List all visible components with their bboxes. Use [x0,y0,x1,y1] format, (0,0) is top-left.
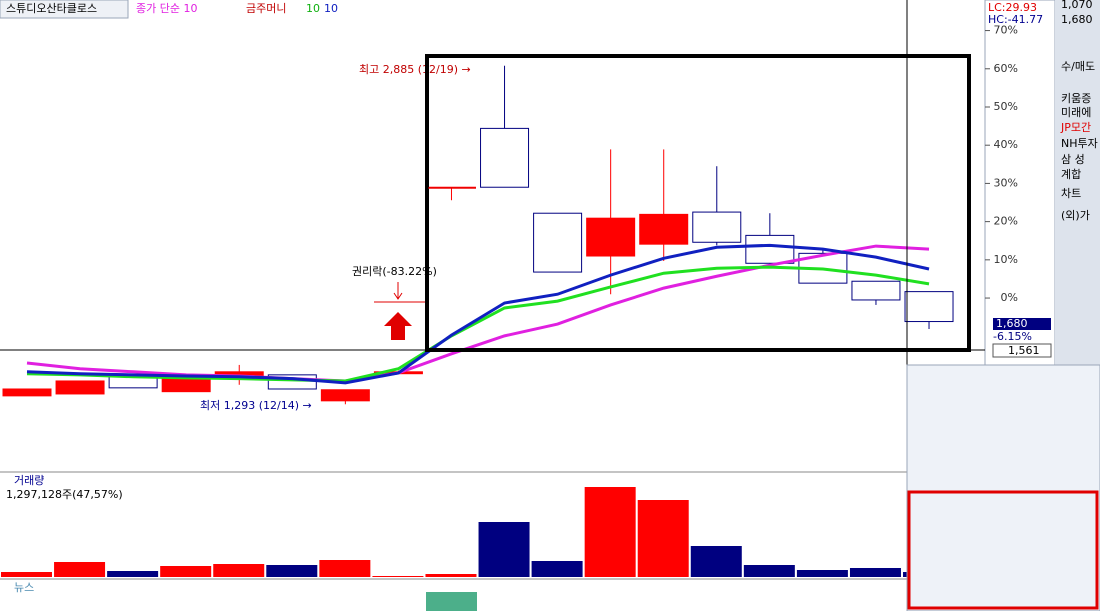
rights-arrow [384,312,412,340]
legend-entry: 10 [324,2,338,15]
volume-bar [849,567,901,577]
cursor-box [992,343,1052,358]
highlight-box [425,54,971,352]
price-label: 1,680 [996,317,1028,330]
y-tick-label: 10% [994,253,1018,266]
candle-body [480,127,530,188]
side-text: 1,680 [1061,13,1093,26]
volume-title: 거래량 [14,474,44,487]
price-box [993,318,1051,330]
volume-bar [266,564,318,577]
annotation-low: 최저 1,293 (12/14) → [200,399,312,412]
toolbar-box[interactable] [0,0,129,19]
annotation-rights: 권리락(-83.22%) [352,265,437,278]
hc-label: HC:-41.77 [988,13,1043,26]
candle-body [2,388,52,397]
toolbar-title[interactable]: 스튜디오산타클로스 [6,2,97,15]
volume-bar [743,564,795,577]
volume-bar [54,562,106,577]
toolbar-indicator: 금주머니 [246,2,286,15]
side-text: 삼 성 [1061,153,1085,166]
volume-bar [690,546,742,577]
y-tick-label: 50% [994,100,1018,113]
candle-body [851,280,901,301]
change-label: -6.15% [993,330,1032,343]
side-text: 1,070 [1061,0,1093,11]
candle-body [904,291,954,323]
cursor-label: 1,561 [1008,344,1040,357]
side-text: JP모간 [1060,121,1091,134]
volume-bar [107,571,159,577]
side-text: 차트 [1061,187,1081,200]
side-text: 수/매도 [1061,60,1095,73]
side-text: 키움증 [1061,92,1091,105]
candle-body [586,217,636,257]
side-text: (외)가 [1061,209,1090,222]
volume-bar [531,561,583,577]
candle-body [161,377,211,393]
side-panel [1055,0,1100,365]
volume-bar [425,574,477,577]
volume-bar [637,499,689,577]
side-text: NH투자 [1061,137,1098,150]
news-label: 뉴스 [14,581,34,594]
ma-line [26,243,930,385]
volume-bar [319,559,371,577]
y-tick-label: 70% [994,24,1018,37]
legend-entry: 종가 단순 10 [136,2,197,15]
legend-entry: 10 [306,2,320,15]
candle-body [745,234,795,264]
y-tick-label: 40% [994,138,1018,151]
ma-line [26,265,930,383]
lc-label: LC:29.93 [988,1,1037,14]
candle-body [639,213,689,245]
side-text: 계합 [1061,168,1081,181]
y-tick-label: 60% [994,62,1018,75]
price-axis-panel [984,0,1056,366]
y-tick-label: 20% [994,215,1018,228]
y-tick-label: 30% [994,176,1018,189]
y-tick-label: 0% [1001,291,1018,304]
candle-body [320,389,370,402]
info-panel [906,364,1100,612]
volume-bar [478,522,530,577]
info-highlight [907,490,1099,610]
annotation-high: 최고 2,885 (12/19) → [359,63,471,76]
volume-bar [372,576,424,577]
volume-bar [1,572,52,577]
candle-body [55,380,105,395]
news-marker[interactable] [426,592,477,611]
volume-bar [796,569,848,577]
side-text: 미래에 [1061,106,1091,119]
candle-body [692,211,742,243]
volume-bar [160,566,212,577]
volume-bar [584,487,636,577]
candle-body [533,212,583,273]
rights-marker [374,282,425,303]
volume-bar [213,564,265,577]
volume-label: 1,297,128주(47,57%) [6,488,123,501]
